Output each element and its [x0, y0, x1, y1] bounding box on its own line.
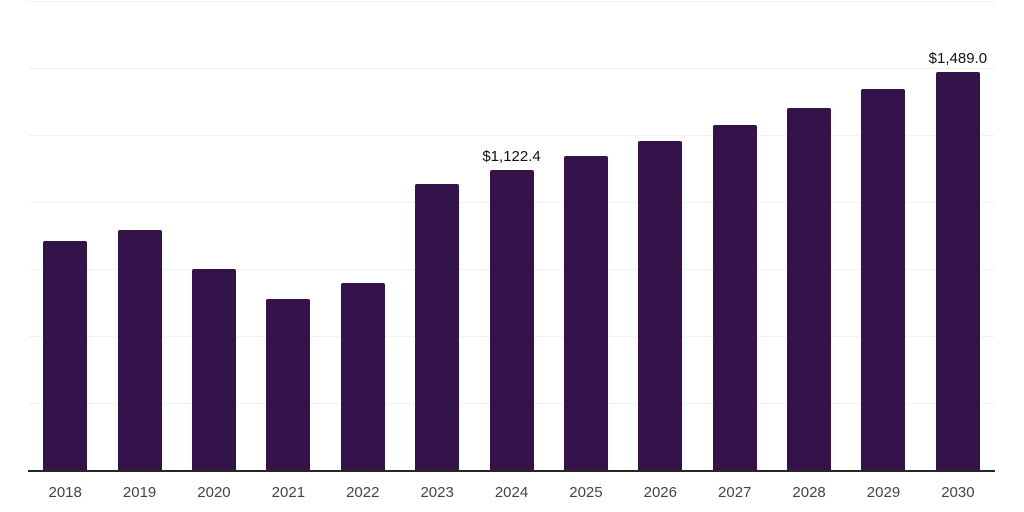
gridline	[28, 68, 995, 69]
bar-slot-2021	[251, 2, 325, 471]
bar-2023	[415, 183, 460, 471]
x-tick-2021: 2021	[271, 484, 306, 501]
bar-slot-2027	[698, 2, 772, 471]
x-tick-2030: 2030	[941, 484, 975, 501]
x-tick-2026: 2026	[643, 484, 677, 501]
x-axis-line	[28, 470, 995, 472]
x-tick-2027: 2027	[718, 484, 752, 501]
bar-2022	[340, 282, 385, 471]
x-tick-2022: 2022	[346, 484, 380, 501]
bar-slot-2030: $1,489.0	[921, 2, 995, 471]
x-tick-2025: 2025	[569, 484, 603, 501]
bar-slot-2022	[326, 2, 400, 471]
bar-slot-2019	[102, 2, 176, 471]
bar-slot-2018	[28, 2, 102, 471]
bar-slot-2029	[846, 2, 920, 471]
x-tick-2018: 2018	[48, 484, 82, 501]
bars-container: $1,122.4 $1,489.0	[28, 2, 995, 471]
gridline	[28, 1, 995, 2]
bar-2029	[861, 89, 906, 471]
data-label-2024: $1,122.4	[482, 148, 541, 166]
gridline	[28, 135, 995, 136]
x-tick-2020: 2020	[197, 484, 231, 501]
bar-2028	[787, 108, 832, 471]
bar-2020	[191, 268, 236, 471]
x-tick-2029: 2029	[866, 484, 901, 501]
bar-slot-2025	[549, 2, 623, 471]
bar-2019	[117, 229, 162, 471]
bar-2024	[489, 170, 534, 471]
bar-slot-2028	[772, 2, 846, 471]
bar-slot-2026	[623, 2, 697, 471]
x-tick-2024: 2024	[494, 484, 529, 501]
bar-slot-2024: $1,122.4	[474, 2, 548, 471]
x-axis-labels: 2018 2019 2020 2021 2022 2023 2024 2025 2026 2027…	[28, 484, 995, 501]
bar-slot-2023	[400, 2, 474, 471]
bar-2027	[712, 125, 757, 471]
bar-2025	[563, 156, 608, 471]
bar-slot-2020	[177, 2, 251, 471]
x-tick-2019: 2019	[122, 484, 157, 501]
bar-2018	[43, 240, 88, 471]
bar-2030	[935, 71, 980, 471]
data-label-2030: $1,489.0	[928, 49, 988, 67]
plot-area: $1,122.4 $1,489.0	[28, 1, 995, 471]
bar-2021	[266, 299, 311, 471]
x-tick-2023: 2023	[420, 484, 454, 501]
x-tick-2028: 2028	[792, 484, 826, 501]
bar-2026	[638, 141, 683, 471]
